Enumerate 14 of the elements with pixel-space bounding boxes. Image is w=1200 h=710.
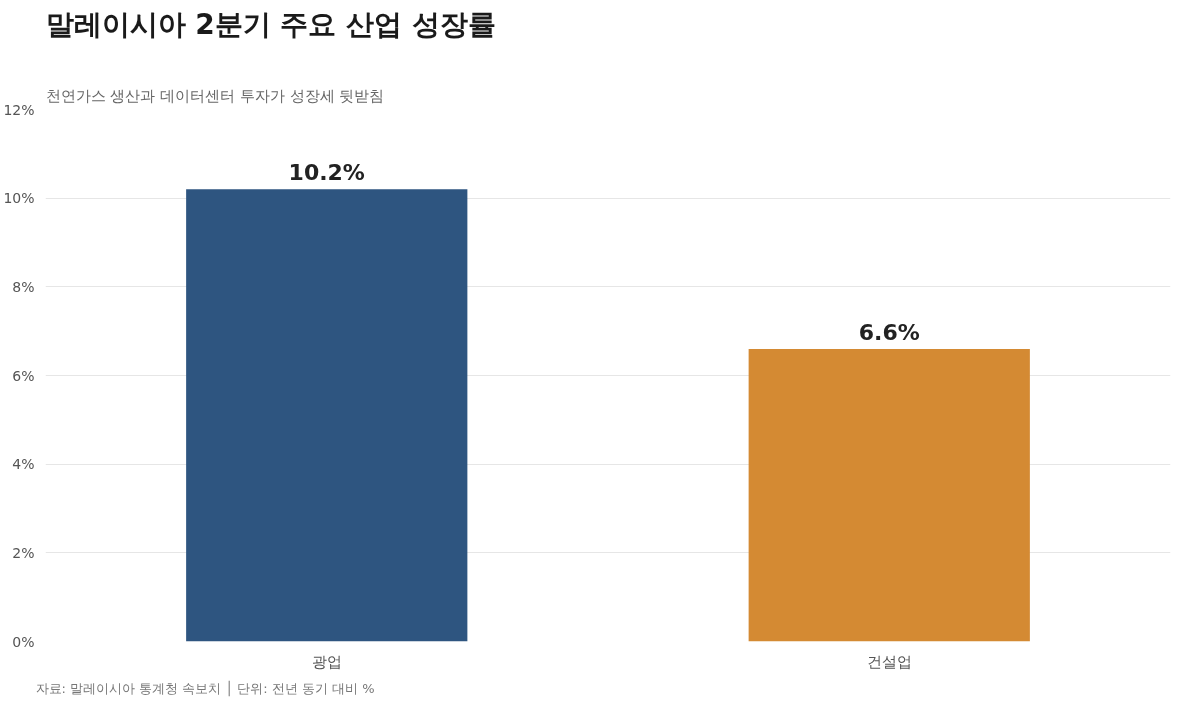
chart-title: 말레이시아 2분기 주요 산업 성장률: [45, 7, 496, 41]
text: 자료: 말레이시아 통계청 속보치 │ 단위: 전년 동기 대비 %: [35, 679, 375, 697]
y-tick-label: 2%: [12, 544, 35, 561]
chart-subtitle: 천연가스 생산과 데이터센터 투자가 성장세 뒷받침: [45, 86, 385, 105]
y-tick-label: 10%: [3, 190, 35, 207]
y-tick-label: 6%: [12, 367, 35, 384]
data-label: 10.2%: [288, 160, 365, 186]
y-tick-label: 4%: [12, 456, 35, 473]
y-tick-label: 0%: [12, 633, 35, 650]
y-tick-label: 12%: [3, 101, 35, 118]
data-label: 6.6%: [858, 319, 920, 345]
x-tick-label: 광업: [311, 652, 342, 671]
y-tick-label: 8%: [12, 278, 35, 295]
x-tick-label: 건설업: [866, 652, 912, 671]
